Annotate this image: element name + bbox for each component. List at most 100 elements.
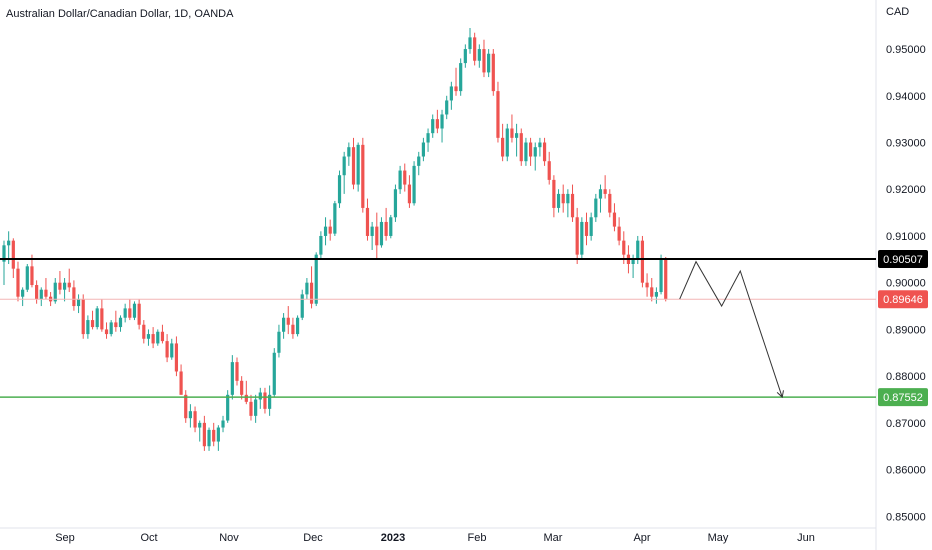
- candle-body: [468, 37, 472, 50]
- candle-body: [58, 282, 62, 290]
- candle-body: [459, 63, 463, 92]
- x-tick-label: Dec: [303, 532, 323, 544]
- candle-body: [165, 341, 169, 358]
- candle-body: [268, 394, 272, 409]
- candle-body: [365, 207, 370, 236]
- candle-body: [487, 53, 491, 73]
- x-tick-label: Feb: [468, 532, 487, 544]
- y-tick-label: 0.87000: [886, 418, 926, 430]
- candle-body: [7, 240, 11, 246]
- candle-body: [277, 331, 281, 353]
- candle-body: [347, 147, 351, 157]
- candle-body: [407, 184, 412, 204]
- candle-body: [426, 133, 430, 143]
- x-tick-label: Nov: [219, 532, 239, 544]
- candle-body: [631, 259, 635, 264]
- candle-body: [542, 142, 547, 162]
- candle-body: [90, 320, 95, 328]
- candle-body: [207, 429, 211, 447]
- candle-body: [645, 282, 649, 288]
- projection-line: [679, 260, 783, 398]
- level-label: 0.90507: [883, 254, 923, 266]
- candle-body: [342, 156, 346, 176]
- candle-body: [636, 240, 640, 260]
- candle-body: [370, 226, 374, 236]
- y-tick-label: 0.90000: [886, 278, 926, 290]
- projection-path: [679, 260, 784, 399]
- candle-body: [389, 217, 393, 236]
- candle-body: [244, 394, 248, 402]
- candle-body: [556, 193, 561, 208]
- currency-label: CAD: [886, 6, 910, 18]
- x-tick-label: Oct: [140, 532, 157, 544]
- y-tick-label: 0.88000: [886, 371, 926, 383]
- candle-body: [566, 193, 570, 204]
- candle-body: [156, 331, 160, 344]
- candle-body: [174, 343, 179, 372]
- level-label: 0.87552: [883, 392, 923, 404]
- candle-body: [398, 170, 402, 190]
- x-tick-label: Jun: [797, 532, 815, 544]
- candle-body: [501, 137, 505, 157]
- candle-body: [291, 324, 295, 335]
- candle-body: [193, 411, 197, 428]
- candle-body: [454, 86, 458, 92]
- candle-body: [142, 324, 146, 339]
- candle-body: [300, 294, 304, 318]
- level-lines: [0, 258, 876, 398]
- candle-body: [622, 240, 626, 255]
- candle-body: [309, 282, 314, 304]
- candle-body: [528, 142, 533, 157]
- candle-body: [431, 119, 435, 134]
- candle-body: [235, 362, 239, 381]
- projection-arrowhead: [776, 390, 784, 399]
- y-tick-label: 0.92000: [886, 184, 926, 196]
- candle-body: [25, 266, 29, 290]
- candle-body: [580, 221, 584, 255]
- x-tick-label: May: [708, 532, 729, 544]
- candle-body: [505, 128, 509, 157]
- candle-body: [496, 91, 500, 138]
- candle-body: [640, 240, 645, 283]
- candle-body: [16, 268, 20, 297]
- candle-body: [221, 420, 225, 428]
- candle-body: [109, 322, 113, 335]
- candle-body: [100, 308, 104, 330]
- candle-body: [35, 285, 39, 300]
- candle-body: [449, 86, 453, 101]
- candle-body: [104, 329, 109, 335]
- x-tick-label: Apr: [633, 532, 650, 544]
- candle-body: [323, 226, 328, 236]
- candle-body: [351, 147, 356, 185]
- chart-title: Australian Dollar/Canadian Dollar, 1D, O…: [6, 8, 234, 20]
- candle-body: [53, 282, 57, 302]
- candle-body: [62, 282, 67, 290]
- candle-body: [491, 53, 495, 92]
- candle-body: [594, 198, 598, 218]
- candle-body: [81, 299, 85, 335]
- candle-body: [356, 144, 360, 185]
- y-tick-label: 0.86000: [886, 465, 926, 477]
- candle-body: [473, 37, 477, 61]
- candle-body: [179, 371, 183, 395]
- candle-body: [547, 161, 551, 180]
- candle-body: [132, 303, 137, 318]
- candle-body: [76, 299, 81, 307]
- candle-body: [510, 128, 514, 138]
- candle-body: [11, 240, 15, 269]
- candle-body: [21, 289, 25, 297]
- candle-body: [650, 287, 654, 297]
- candle-body: [664, 259, 668, 300]
- candle-body: [44, 289, 48, 297]
- candle-body: [137, 303, 141, 325]
- y-tick-label: 0.95000: [886, 44, 926, 56]
- candle-body: [151, 334, 155, 344]
- candle-body: [184, 394, 188, 419]
- candle-body: [463, 49, 467, 64]
- candle-body: [226, 394, 230, 421]
- candle-body: [435, 119, 439, 129]
- y-tick-label: 0.94000: [886, 91, 926, 103]
- candle-body: [440, 114, 444, 129]
